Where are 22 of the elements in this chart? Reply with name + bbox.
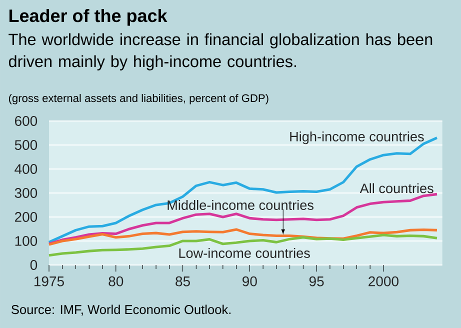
y-tick-label: 0 bbox=[30, 260, 38, 270]
text: (gross external assets and liabilities, percent of GDP) bbox=[8, 94, 268, 104]
x-tick-label: 80 bbox=[108, 276, 124, 286]
series-label: Middle-income countries bbox=[168, 200, 314, 210]
series-label: Low-income countries bbox=[179, 248, 310, 258]
y-tick-label: 400 bbox=[14, 164, 38, 174]
series-label: High-income countries bbox=[290, 131, 424, 144]
y-tick-label: 100 bbox=[15, 236, 38, 246]
y-tick-label: 600 bbox=[14, 116, 38, 126]
chart-title: Leader of the pack bbox=[9, 8, 168, 26]
y-tick-label: 300 bbox=[14, 188, 38, 198]
x-tick-label: 1975 bbox=[34, 276, 64, 286]
line-series bbox=[48, 234, 438, 257]
x-tick-label: 90 bbox=[242, 276, 257, 286]
source-note: Source: IMF, World Economic Outlook. bbox=[12, 304, 231, 316]
y-tick-label: 500 bbox=[14, 140, 38, 150]
x-tick-label: 85 bbox=[176, 276, 190, 286]
x-tick-label: 2000 bbox=[368, 276, 398, 286]
series-label: All countries bbox=[360, 183, 434, 194]
x-tick-label: 95 bbox=[309, 276, 324, 286]
chart-subtitle: The worldwide increase in financial globalization has been driven mainly by high-income countries. bbox=[8, 33, 432, 70]
y-tick-label: 200 bbox=[14, 212, 38, 222]
